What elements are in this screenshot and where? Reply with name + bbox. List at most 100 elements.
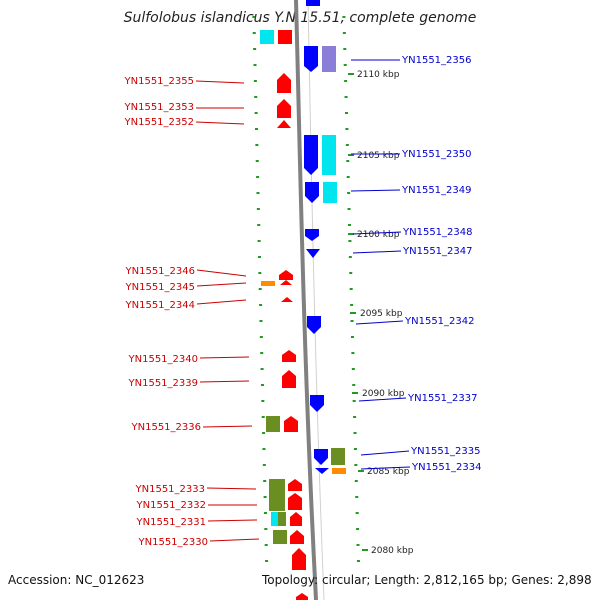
ruler-tick: [264, 544, 268, 546]
gene-feature-2331: [290, 512, 302, 526]
gene-label-2345: YN1551_2345: [125, 282, 196, 293]
gene-feature-2340: [282, 350, 296, 362]
gene-feature-top-red: [278, 30, 292, 44]
gene-feature-2339: [282, 370, 296, 388]
ruler-tick: [261, 400, 265, 402]
ruler-tick: [259, 336, 263, 338]
scale-label-2090: 2090 kbp: [362, 389, 405, 399]
cog-2350-cyan: [322, 135, 336, 175]
gene-feature-2335: [314, 449, 328, 465]
ruler-tick: [343, 64, 347, 66]
cog-top-cyan: [260, 30, 274, 44]
ruler-tick: [254, 112, 258, 114]
cog-2334-orange: [332, 468, 346, 474]
ruler-tick: [263, 480, 267, 482]
gene-label-2353: YN1551_2353: [124, 102, 195, 113]
ruler-tick: [350, 320, 354, 322]
ruler-tick: [353, 416, 357, 418]
ruler-tick: [354, 464, 358, 466]
gene-feature-2332: [288, 493, 302, 510]
plus-strand-genes: [304, 0, 346, 474]
ruler-tick: [347, 192, 351, 194]
ruler-tick: [344, 112, 348, 114]
ruler-left: [252, 16, 269, 562]
ruler-tick: [264, 528, 268, 530]
gene-feature-edge-red: [296, 593, 308, 600]
ruler-tick: [355, 496, 359, 498]
scale-label-2110: 2110 kbp: [357, 70, 400, 80]
ruler-tick: [352, 400, 356, 402]
gene-label-2332: YN1551_2332: [136, 500, 207, 511]
ruler-tick: [349, 272, 353, 274]
ruler-tick: [347, 224, 351, 226]
scale-label-2100: 2100 kbp: [357, 230, 400, 240]
gene-label-2355: YN1551_2355: [124, 76, 195, 87]
gene-label-2349: YN1551_2349: [401, 185, 472, 196]
ruler-tick: [356, 560, 360, 562]
cog-2349-cyan: [323, 182, 337, 203]
gene-feature-2336: [284, 416, 298, 432]
gene-label-2342: YN1551_2342: [404, 316, 475, 327]
cog-2333-green: [269, 479, 285, 511]
gene-feature-2352: [277, 120, 291, 128]
ruler-tick: [344, 80, 348, 82]
cog-2356-lavender: [322, 46, 336, 72]
ruler-tick: [255, 160, 259, 162]
ruler-tick: [344, 96, 348, 98]
gene-label-2346: YN1551_2346: [125, 266, 196, 277]
cog-2335-green: [331, 448, 345, 465]
ruler-tick: [356, 528, 360, 530]
ruler-tick: [265, 560, 269, 562]
ruler-tick: [255, 144, 259, 146]
ruler-tick: [352, 384, 356, 386]
ruler-tick: [342, 32, 346, 34]
gene-feature-top-blue: [306, 0, 320, 6]
gene-label-2350: YN1551_2350: [401, 149, 472, 160]
gene-feature-2355: [277, 73, 291, 93]
gene-label-2330: YN1551_2330: [138, 537, 209, 548]
ruler-tick: [343, 48, 347, 50]
gene-label-2339: YN1551_2339: [128, 378, 199, 389]
gene-feature-2333: [288, 479, 302, 491]
gene-feature-2334: [315, 468, 329, 474]
ruler-tick: [356, 544, 360, 546]
ruler-tick: [257, 240, 261, 242]
ruler-tick: [259, 320, 263, 322]
scale-label-2095: 2095 kbp: [360, 309, 403, 319]
gene-label-2337: YN1551_2337: [407, 393, 478, 404]
scale-label-2085: 2085 kbp: [367, 467, 410, 477]
ruler-tick: [252, 32, 256, 34]
ruler-tick: [351, 368, 355, 370]
ruler-tick: [355, 512, 359, 514]
gene-label-2335: YN1551_2335: [410, 446, 481, 457]
topology-label: Topology: circular; Length: 2,812,165 bp…: [262, 573, 592, 587]
ruler-tick: [253, 80, 257, 82]
ruler-tick: [262, 432, 266, 434]
gene-label-2340: YN1551_2340: [128, 354, 199, 365]
gene-feature-2349: [305, 182, 319, 203]
ruler-tick: [252, 16, 256, 18]
ruler-tick: [263, 496, 267, 498]
gene-feature-2337: [310, 395, 324, 412]
ruler-tick: [348, 240, 352, 242]
ruler-tick: [257, 256, 261, 258]
scale-labels: 2110 kbp 2105 kbp 2100 kbp 2095 kbp 2090…: [348, 70, 414, 556]
ruler-tick: [254, 96, 258, 98]
ruler-tick: [351, 352, 355, 354]
gene-feature-2330: [290, 530, 304, 544]
ruler-tick: [254, 128, 258, 130]
ruler-tick: [256, 176, 260, 178]
ruler-tick: [256, 192, 260, 194]
gene-feature-2345: [280, 280, 292, 285]
gene-feature-bottom-red: [292, 548, 306, 570]
gene-feature-2344: [281, 297, 293, 302]
ruler-tick: [346, 160, 350, 162]
ruler-tick: [262, 464, 266, 466]
gene-feature-2348: [305, 229, 319, 241]
gene-feature-2353: [277, 99, 291, 118]
gene-feature-2346: [279, 270, 293, 280]
ruler-tick: [262, 448, 266, 450]
genome-backbone: [294, 0, 318, 600]
minus-strand-genes: [260, 30, 308, 600]
cog-2331-green: [278, 512, 286, 526]
